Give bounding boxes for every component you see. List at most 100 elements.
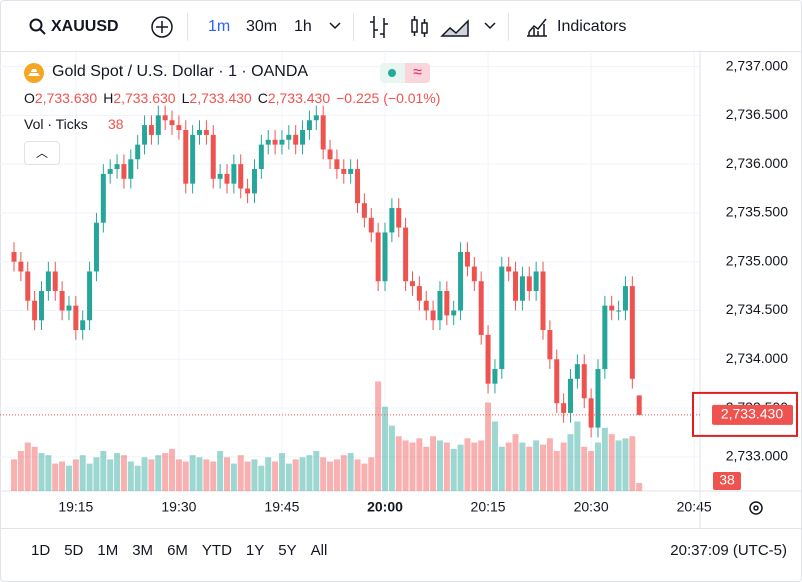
- range-button[interactable]: 3M: [132, 542, 154, 559]
- chart-type-icons[interactable]: [369, 14, 499, 40]
- candle-body: [210, 134, 216, 179]
- interval[interactable]: 30m: [246, 18, 278, 35]
- symbol-logo: [24, 63, 44, 83]
- last-price-box: [712, 404, 793, 425]
- volume-bar: [45, 455, 52, 491]
- volume-bar: [258, 465, 265, 491]
- volume-bar: [594, 442, 601, 491]
- range-button[interactable]: 1Y: [245, 542, 265, 559]
- volume-bar: [59, 461, 66, 491]
- candle-body: [444, 290, 450, 316]
- candle-body: [190, 134, 196, 184]
- last-volume-label: 38: [719, 472, 735, 488]
- volume-bar: [100, 450, 107, 491]
- candle-body: [258, 144, 264, 170]
- volume-bar: [478, 440, 485, 491]
- candle-body: [162, 115, 168, 121]
- candle-body: [313, 115, 319, 121]
- candle-body: [224, 173, 230, 184]
- ohlc-key: C: [257, 90, 268, 106]
- indicators[interactable]: Indicators: [557, 18, 627, 35]
- collapse-button[interactable]: ︿: [24, 141, 60, 165]
- x-tick-label: 20:45: [677, 499, 712, 515]
- y-tick-label: 2,735.000: [726, 252, 788, 268]
- candle-body: [114, 164, 120, 170]
- volume-bar: [299, 457, 306, 491]
- y-tick-label: 2,736.500: [726, 106, 788, 122]
- range-button[interactable]: YTD: [201, 542, 232, 559]
- volume-bar: [546, 438, 553, 491]
- range-button[interactable]: 6M: [167, 542, 188, 559]
- volume-bar: [86, 463, 93, 491]
- volume-bar: [512, 434, 519, 491]
- candle-body: [128, 159, 134, 179]
- candle-body: [11, 251, 17, 262]
- volume-bar: [457, 444, 464, 491]
- indicators-icon[interactable]: [525, 14, 549, 38]
- volume-bar: [107, 459, 114, 491]
- volume-bar: [237, 455, 244, 491]
- last-price-label: 2,733.430: [721, 406, 783, 422]
- add-symbol[interactable]: [150, 15, 174, 39]
- status-badge[interactable]: ≈: [380, 63, 430, 83]
- candle-body: [458, 251, 464, 311]
- candle-body: [135, 144, 141, 160]
- candle-body: [334, 159, 340, 170]
- interval[interactable]: 1m: [208, 18, 231, 35]
- volume-bar: [72, 459, 79, 491]
- range-button[interactable]: 5Y: [278, 542, 297, 559]
- last-volume-box: [713, 472, 741, 490]
- volume-label: Vol · Ticks: [24, 116, 88, 132]
- candle-body: [73, 305, 79, 331]
- volume-bar: [52, 463, 59, 491]
- candle-body: [169, 120, 175, 126]
- volume-bar: [320, 457, 327, 491]
- candle-body: [341, 169, 347, 174]
- range-button[interactable]: 1M: [97, 542, 119, 559]
- volume-bar: [368, 457, 375, 491]
- range-button[interactable]: 1D: [31, 542, 51, 559]
- volume-bar: [436, 440, 443, 491]
- y-tick-label: 2,736.000: [726, 155, 788, 171]
- interval[interactable]: 1h: [294, 18, 312, 35]
- candle-body: [293, 134, 299, 145]
- candle-body: [45, 271, 51, 291]
- candle-body: [609, 305, 615, 311]
- ohlc-value: 2,733.630: [34, 90, 98, 106]
- volume-bar: [93, 457, 100, 491]
- volume-bar: [471, 442, 478, 491]
- volume-bar: [416, 438, 423, 491]
- volume-bar: [567, 434, 574, 491]
- range-button[interactable]: All: [310, 542, 328, 559]
- volume-bar: [217, 450, 224, 491]
- settings-icon[interactable]: [749, 501, 763, 515]
- volume-bar: [574, 421, 581, 491]
- volume-bar: [443, 442, 450, 491]
- candle-body: [142, 125, 148, 145]
- dropdown[interactable]: [329, 21, 341, 31]
- x-tick-label: 20:00: [367, 499, 403, 515]
- candle-body: [238, 164, 244, 189]
- volume-bar: [409, 442, 416, 491]
- candle-body: [403, 227, 409, 282]
- volume-bar: [560, 442, 567, 491]
- range-button[interactable]: 5D: [64, 542, 84, 559]
- y-tick-label: 2,734.500: [726, 301, 788, 317]
- candle-body: [622, 286, 628, 311]
- volume-bar: [162, 453, 169, 491]
- volume-bar: [265, 457, 272, 491]
- candle-body: [87, 271, 93, 321]
- volume-bar: [272, 461, 279, 491]
- candle-body: [375, 232, 381, 282]
- x-tick-label: 20:30: [574, 499, 609, 515]
- candle-body: [451, 310, 457, 316]
- volume-bar: [251, 459, 258, 491]
- volume-bar: [313, 450, 320, 491]
- symbol[interactable]: XAUUSD: [51, 18, 119, 35]
- volume-bar: [498, 446, 505, 491]
- volume-bar: [601, 427, 608, 491]
- candle-body: [279, 139, 285, 145]
- candle-body: [355, 169, 361, 204]
- candle-body: [320, 115, 326, 150]
- ohlc-key: L: [181, 90, 190, 106]
